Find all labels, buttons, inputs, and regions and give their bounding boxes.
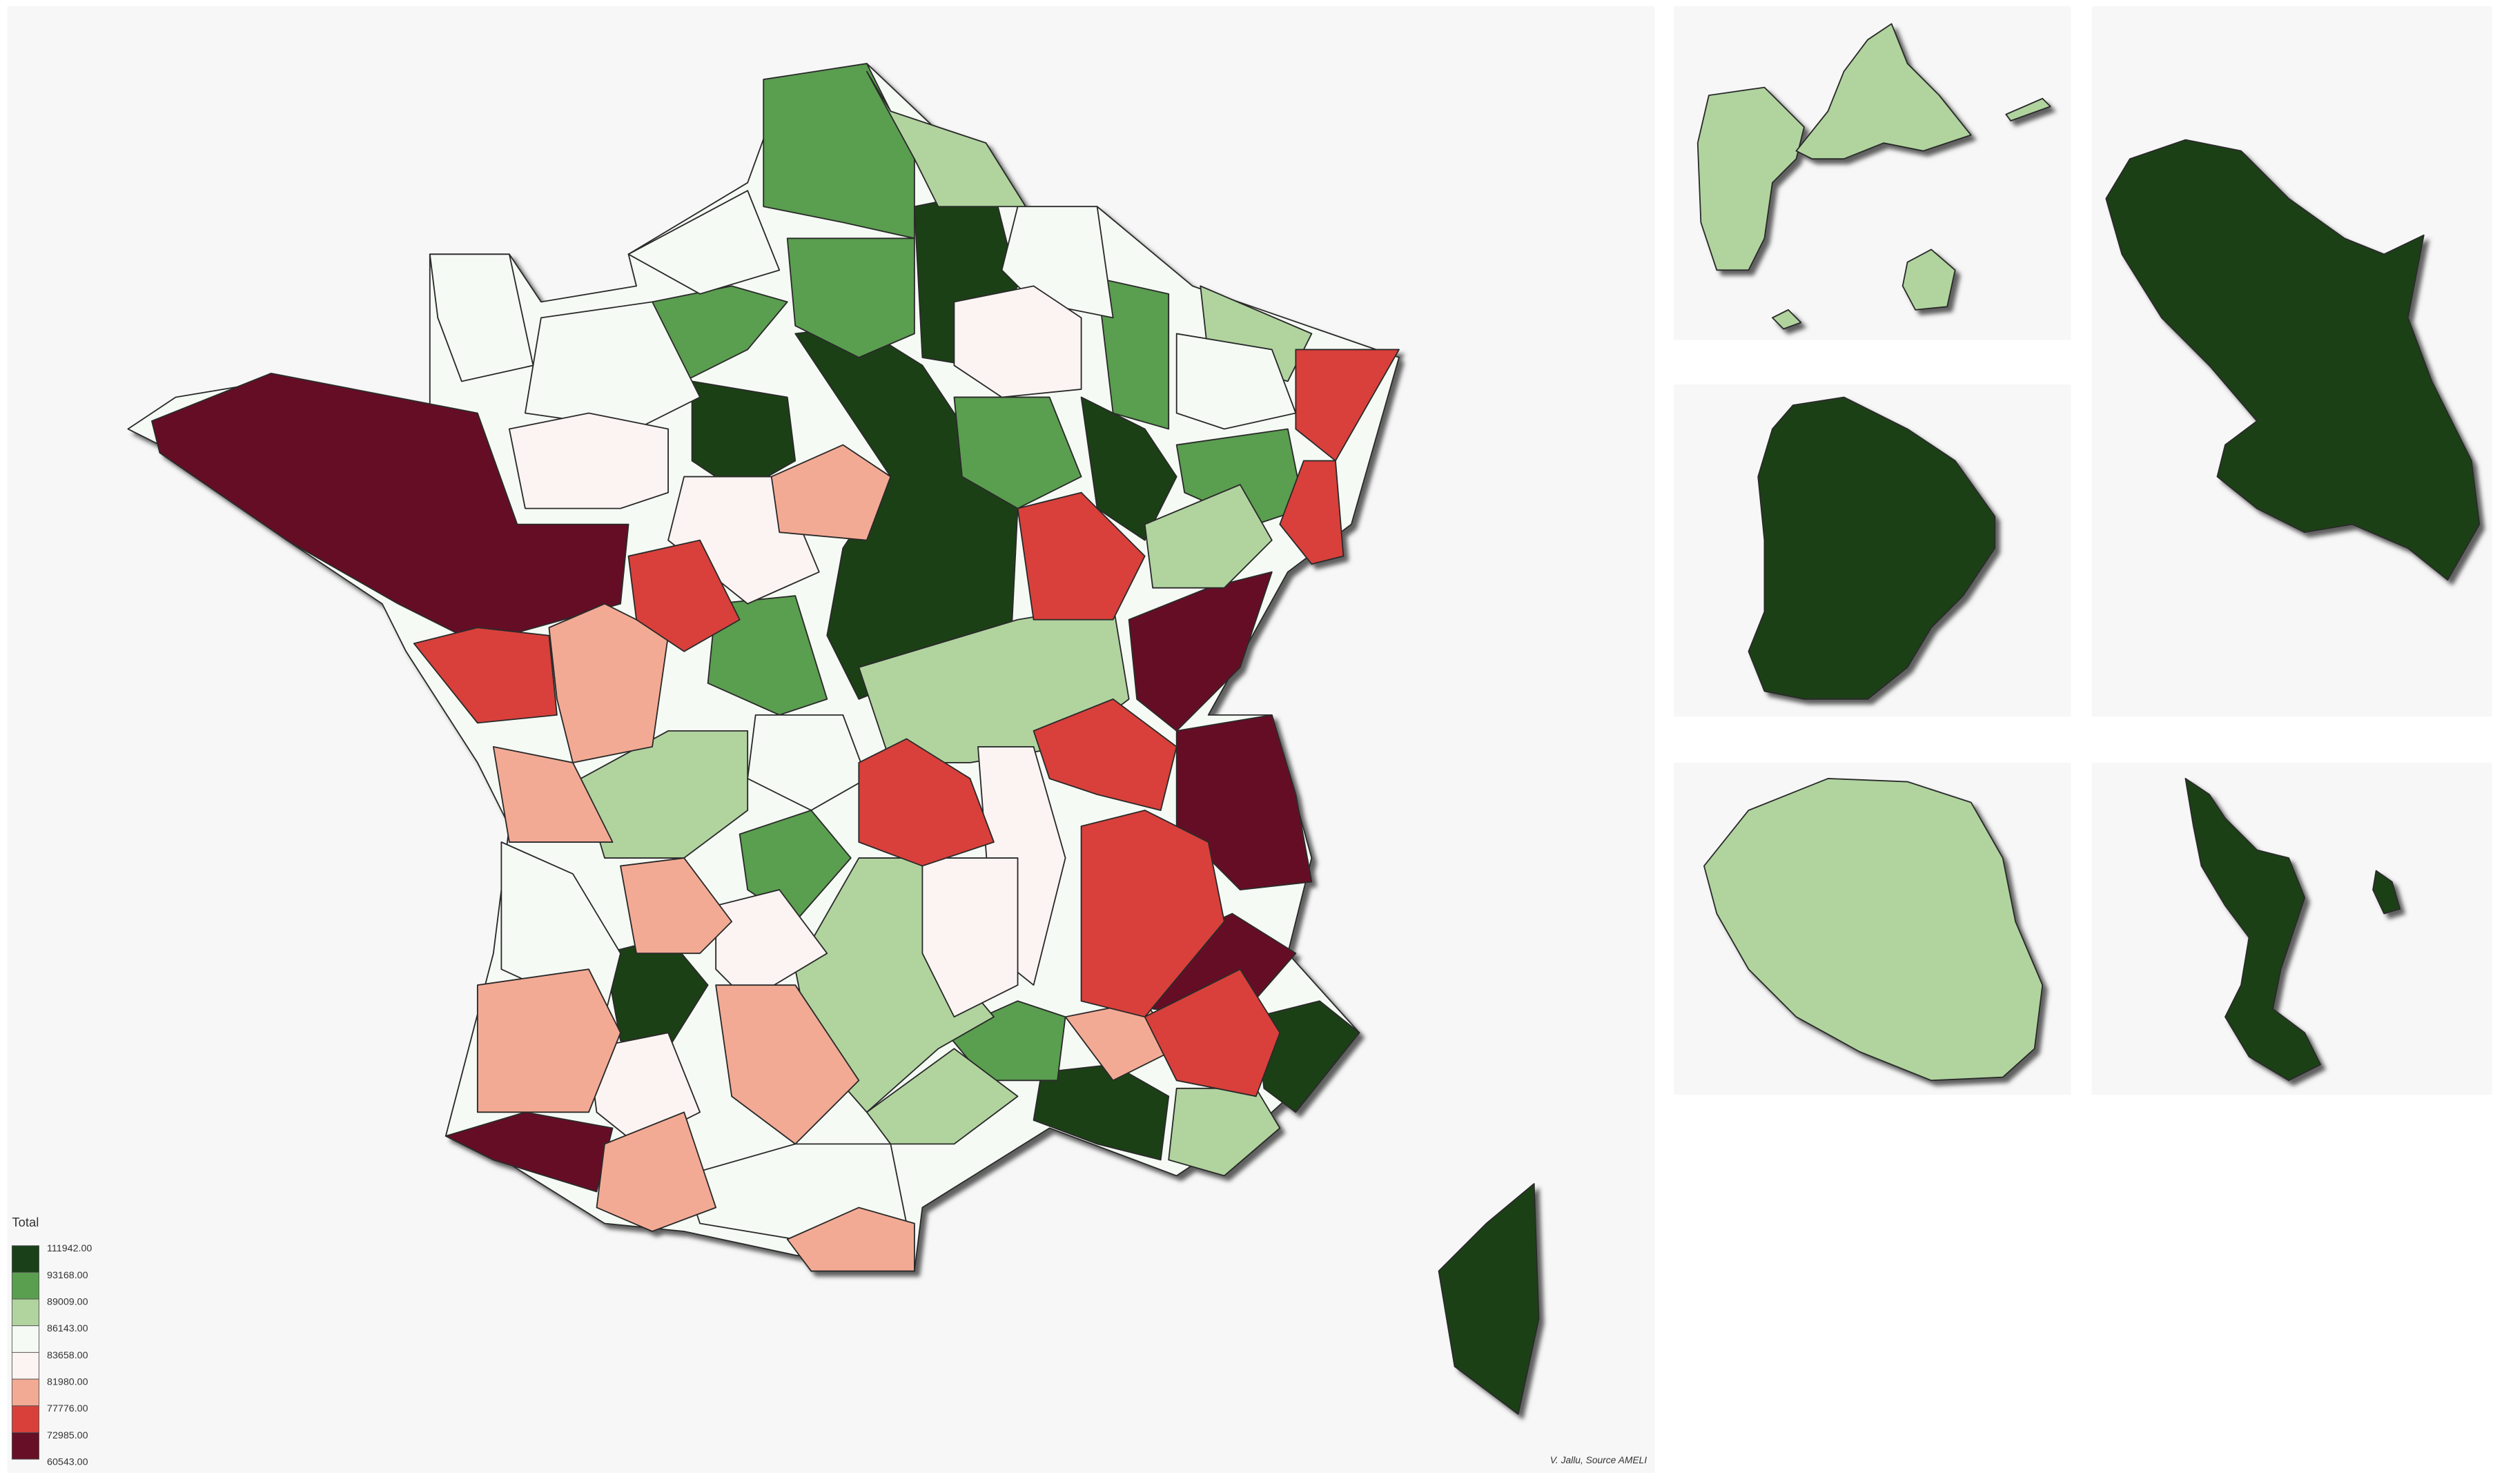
department: [151, 373, 629, 645]
legend-label: 60543.00: [47, 1456, 88, 1467]
department: [596, 1111, 717, 1232]
island: [1901, 248, 1956, 311]
legend-label: 72985.00: [47, 1430, 88, 1441]
department: [1279, 460, 1345, 565]
department: [747, 714, 868, 811]
department: [858, 738, 995, 867]
department: [580, 730, 749, 859]
department: [1144, 968, 1281, 1097]
department: [786, 1207, 915, 1272]
department: [627, 190, 781, 295]
legend-label: 77776.00: [47, 1403, 88, 1414]
department: [1144, 484, 1273, 589]
legend-swatch: [11, 1245, 39, 1273]
legend-swatch: [11, 1405, 39, 1433]
department: [620, 857, 733, 955]
legend-label: 83658.00: [47, 1350, 88, 1361]
department: [953, 396, 1082, 509]
island: [1703, 778, 2044, 1082]
department: [786, 237, 915, 358]
legend-swatch: [11, 1432, 39, 1460]
legend-label: 89009.00: [47, 1296, 88, 1307]
legend: Total 111942.00 93168.00 89009.00 86143.00 8…: [11, 1215, 92, 1467]
department: [1080, 396, 1177, 541]
department: [413, 627, 558, 724]
legend-swatch: [11, 1298, 39, 1327]
department: [715, 984, 860, 1145]
france-map: [127, 63, 1540, 1415]
island: [1748, 396, 1996, 700]
legend-label: 86143.00: [47, 1323, 88, 1334]
island: [1772, 309, 1802, 330]
legend-label: 81980.00: [47, 1376, 88, 1387]
department: [707, 595, 828, 716]
department: [1017, 491, 1146, 621]
department: [866, 1048, 1019, 1145]
department: [627, 539, 741, 652]
legend-title: Total: [12, 1215, 39, 1229]
inset-reunion: [1703, 778, 2044, 1082]
department: [1080, 810, 1225, 1018]
department: [1438, 1183, 1540, 1415]
island: [2372, 870, 2401, 915]
department: [548, 603, 669, 763]
legend-label: 93168.00: [47, 1270, 88, 1281]
departments: [151, 63, 1540, 1415]
department: [770, 444, 892, 541]
island: [2184, 778, 2322, 1082]
island: [1697, 86, 1805, 271]
legend-swatch: [11, 1271, 39, 1300]
department: [921, 857, 1019, 1018]
department: [492, 745, 614, 843]
department: [1096, 277, 1170, 430]
department: [715, 889, 828, 1002]
inset-guyane: [1748, 396, 1996, 700]
legend-swatch: [11, 1325, 39, 1353]
credit: V. Jallu, Source AMELI: [1550, 1454, 1647, 1465]
department: [476, 968, 621, 1113]
island: [1795, 23, 1972, 160]
legend-swatch: [11, 1351, 39, 1380]
department: [508, 412, 669, 509]
legend-swatch: [11, 1378, 39, 1407]
department: [1033, 698, 1177, 811]
department: [953, 285, 1082, 398]
inset-martinique: [2105, 139, 2481, 581]
island: [2105, 139, 2481, 581]
inset-mayotte: [2184, 778, 2401, 1082]
department: [1175, 333, 1297, 430]
island: [2005, 97, 2051, 121]
legend-label: 111942.00: [47, 1243, 92, 1254]
inset-guadeloupe: [1697, 23, 2051, 330]
department: [525, 301, 701, 430]
department: [429, 253, 534, 382]
